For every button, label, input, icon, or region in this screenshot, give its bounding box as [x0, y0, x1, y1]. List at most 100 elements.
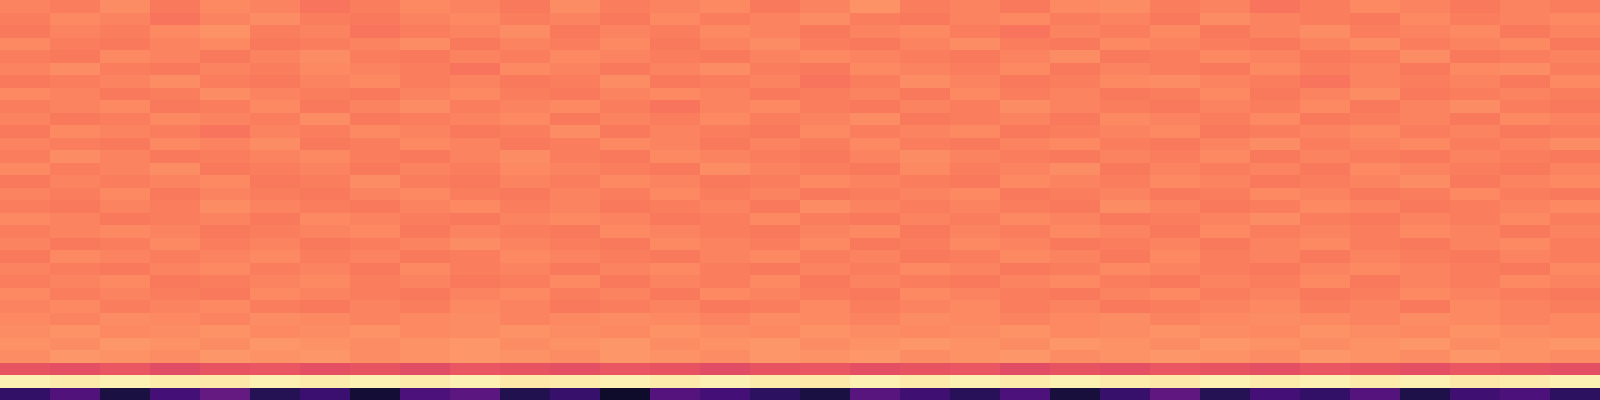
- heatmap-cell: [150, 163, 201, 176]
- heatmap-cell: [800, 138, 851, 151]
- heatmap-cell: [1300, 25, 1351, 38]
- heatmap-cell: [500, 375, 551, 388]
- heatmap-cell: [900, 288, 951, 301]
- heatmap-cell: [1100, 313, 1151, 326]
- heatmap-cell: [550, 375, 601, 388]
- heatmap-cell: [750, 213, 801, 226]
- heatmap-cell: [1300, 350, 1351, 363]
- heatmap-cell: [50, 0, 101, 13]
- heatmap-cell: [1100, 300, 1151, 313]
- heatmap-cell: [900, 263, 951, 276]
- heatmap-cell: [1250, 175, 1301, 188]
- heatmap-cell: [100, 88, 151, 101]
- heatmap-cell: [1200, 163, 1251, 176]
- heatmap-cell: [50, 175, 101, 188]
- heatmap-cell: [1200, 250, 1251, 263]
- heatmap-cell: [50, 250, 101, 263]
- heatmap-cell: [1400, 375, 1451, 388]
- heatmap-cell: [1550, 225, 1600, 238]
- heatmap-cell: [1100, 113, 1151, 126]
- heatmap-cell: [1150, 138, 1201, 151]
- heatmap-cell: [1500, 375, 1551, 388]
- heatmap-cell: [1150, 350, 1201, 363]
- heatmap-cell: [800, 325, 851, 338]
- heatmap-cell: [300, 150, 351, 163]
- heatmap-cell: [300, 100, 351, 113]
- heatmap-cell: [250, 313, 301, 326]
- heatmap-cell: [200, 25, 251, 38]
- heatmap-cell: [1400, 100, 1451, 113]
- heatmap-cell: [1450, 188, 1501, 201]
- heatmap-cell: [450, 100, 501, 113]
- heatmap-cell: [1050, 363, 1101, 376]
- heatmap-cell: [600, 113, 651, 126]
- heatmap-cell: [0, 238, 51, 251]
- heatmap-cell: [1450, 225, 1501, 238]
- heatmap-cell: [500, 0, 551, 13]
- heatmap-cell: [600, 238, 651, 251]
- heatmap-cell: [800, 200, 851, 213]
- heatmap-cell: [800, 188, 851, 201]
- heatmap-cell: [1100, 388, 1151, 400]
- heatmap-cell: [200, 13, 251, 26]
- heatmap-cell: [200, 238, 251, 251]
- heatmap-cell: [200, 225, 251, 238]
- heatmap-cell: [650, 225, 701, 238]
- heatmap-cell: [250, 213, 301, 226]
- heatmap-cell: [750, 75, 801, 88]
- heatmap-cell: [800, 75, 851, 88]
- heatmap-cell: [100, 350, 151, 363]
- heatmap-cell: [1100, 375, 1151, 388]
- heatmap-cell: [600, 38, 651, 51]
- heatmap-cell: [1300, 188, 1351, 201]
- heatmap-cell: [200, 125, 251, 138]
- heatmap-cell: [1100, 338, 1151, 351]
- heatmap-cell: [400, 0, 451, 13]
- heatmap-cell: [400, 288, 451, 301]
- heatmap-cell: [1150, 213, 1201, 226]
- heatmap-cell: [1050, 175, 1101, 188]
- heatmap-cell: [550, 250, 601, 263]
- heatmap-cell: [400, 325, 451, 338]
- heatmap-cell: [1200, 75, 1251, 88]
- heatmap-cell: [350, 363, 401, 376]
- heatmap-cell: [350, 263, 401, 276]
- heatmap-cell: [1400, 38, 1451, 51]
- heatmap-cell: [1350, 313, 1401, 326]
- heatmap-cell: [800, 0, 851, 13]
- heatmap-cell: [100, 113, 151, 126]
- heatmap-cell: [1150, 125, 1201, 138]
- heatmap-cell: [600, 163, 651, 176]
- heatmap-cell: [900, 125, 951, 138]
- heatmap-cell: [700, 63, 751, 76]
- heatmap-cell: [950, 188, 1001, 201]
- heatmap-cell: [350, 288, 401, 301]
- heatmap-cell: [850, 150, 901, 163]
- heatmap-cell: [900, 113, 951, 126]
- heatmap-cell: [1450, 213, 1501, 226]
- heatmap-cell: [1350, 350, 1401, 363]
- heatmap-cell: [250, 25, 301, 38]
- heatmap-cell: [800, 88, 851, 101]
- heatmap-cell: [1250, 300, 1301, 313]
- heatmap-cell: [750, 188, 801, 201]
- heatmap-cell: [300, 350, 351, 363]
- heatmap-cell: [1350, 188, 1401, 201]
- heatmap-cell: [1500, 138, 1551, 151]
- heatmap-cell: [50, 150, 101, 163]
- heatmap-cell: [400, 163, 451, 176]
- heatmap-cell: [450, 375, 501, 388]
- heatmap-cell: [1450, 375, 1501, 388]
- heatmap-cell: [100, 175, 151, 188]
- heatmap-cell: [1300, 138, 1351, 151]
- heatmap-cell: [1050, 338, 1101, 351]
- heatmap-cell: [1200, 350, 1251, 363]
- heatmap-cell: [150, 238, 201, 251]
- heatmap-cell: [850, 313, 901, 326]
- heatmap-cell: [1050, 38, 1101, 51]
- heatmap-cell: [1000, 388, 1051, 400]
- heatmap-cell: [1450, 125, 1501, 138]
- heatmap-cell: [0, 0, 51, 13]
- heatmap-cell: [1350, 238, 1401, 251]
- heatmap-cell: [400, 225, 451, 238]
